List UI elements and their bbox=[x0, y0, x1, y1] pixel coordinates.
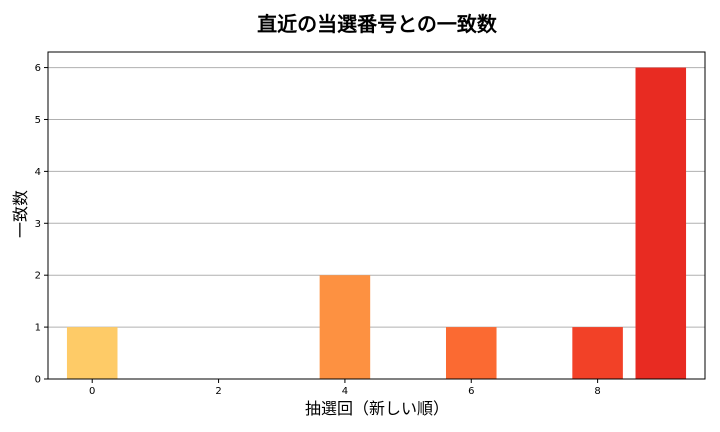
y-tick-label: 2 bbox=[35, 271, 41, 282]
x-tick-label: 6 bbox=[468, 386, 474, 397]
bar bbox=[635, 67, 687, 380]
bar bbox=[319, 275, 371, 379]
y-tick-label: 3 bbox=[35, 219, 41, 230]
x-tick-label: 2 bbox=[215, 386, 221, 397]
bar bbox=[66, 327, 118, 379]
bar bbox=[445, 327, 497, 379]
x-axis-ticks: 0 2 4 6 8 bbox=[89, 379, 601, 397]
x-axis-label: 抽選回（新しい順） bbox=[305, 399, 449, 418]
x-tick-label: 0 bbox=[89, 386, 95, 397]
y-tick-label: 0 bbox=[35, 375, 41, 386]
y-axis-label: 一致数 bbox=[11, 190, 30, 238]
y-tick-label: 5 bbox=[35, 115, 41, 126]
x-tick-label: 4 bbox=[342, 386, 348, 397]
gridlines bbox=[48, 67, 705, 380]
y-tick-label: 4 bbox=[35, 167, 41, 178]
y-axis-ticks: 0 1 2 3 4 5 6 bbox=[35, 63, 48, 386]
y-tick-label: 1 bbox=[35, 323, 41, 334]
chart-title: 直近の当選番号との一致数 bbox=[257, 12, 498, 36]
y-tick-label: 6 bbox=[35, 63, 41, 74]
plot-frame bbox=[47, 51, 706, 380]
bars bbox=[66, 67, 687, 380]
x-tick-label: 8 bbox=[594, 386, 600, 397]
bar bbox=[572, 327, 623, 379]
